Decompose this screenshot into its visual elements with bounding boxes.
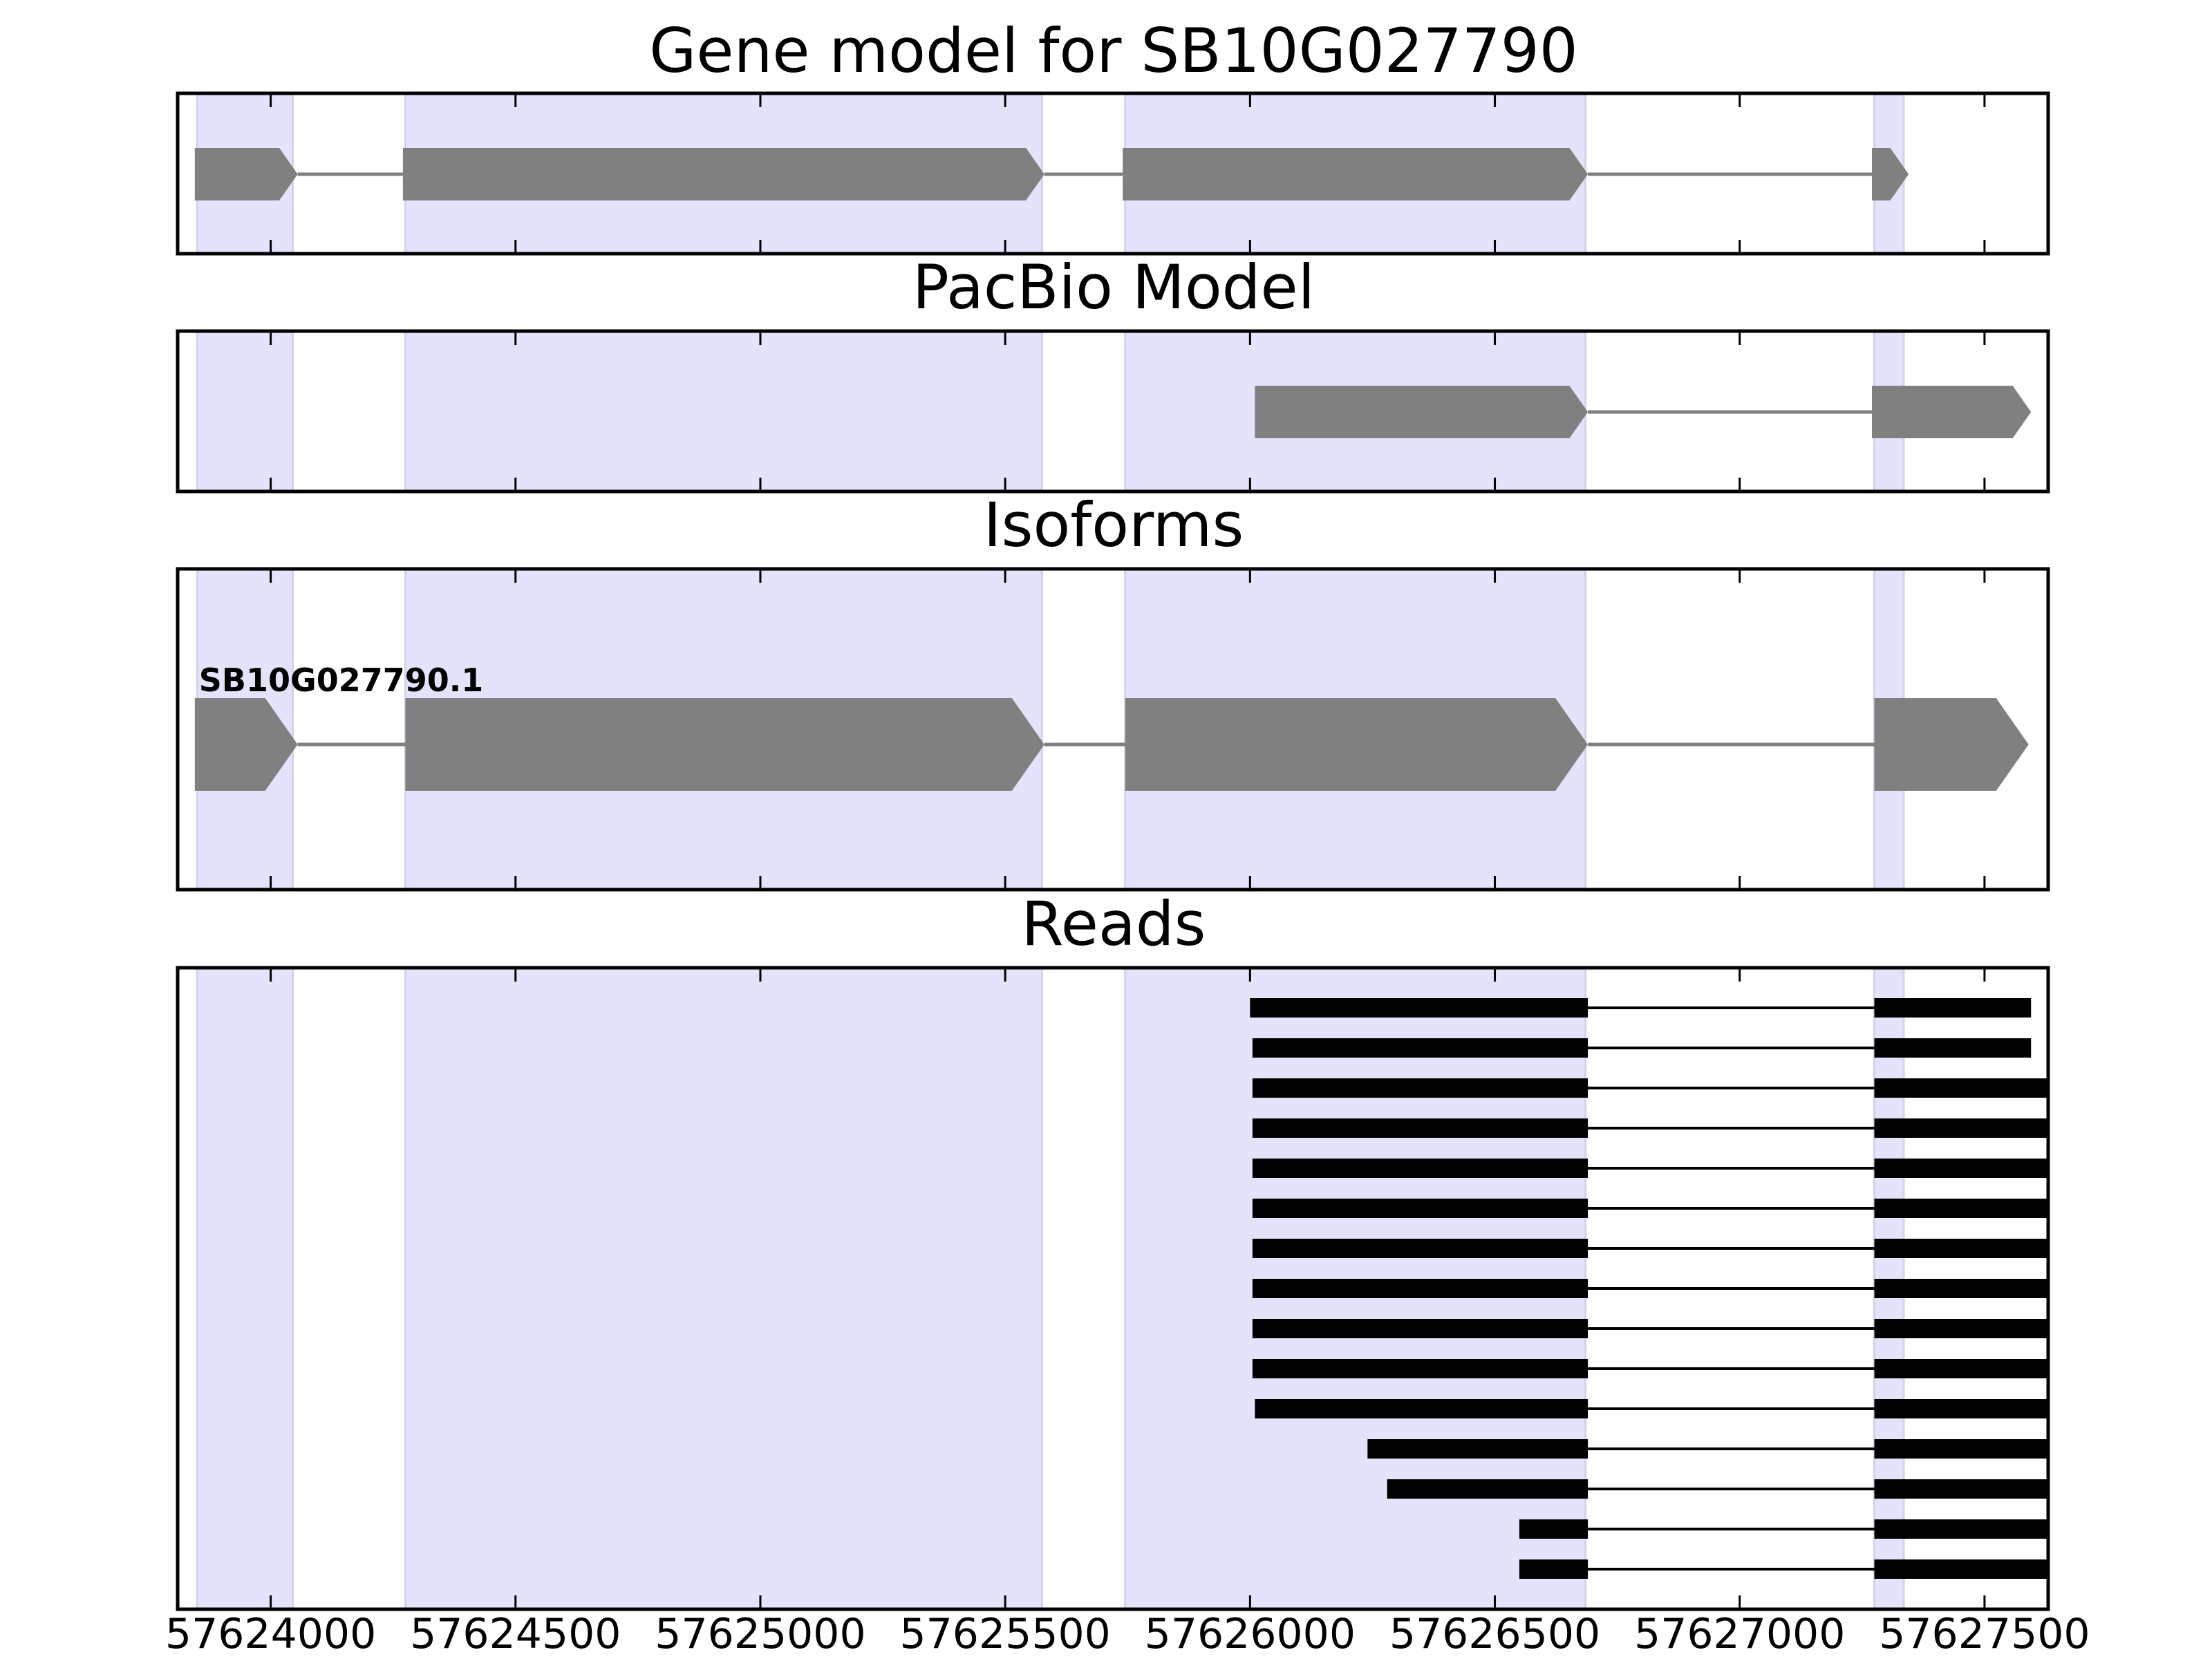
read-exon-block bbox=[1252, 1199, 1588, 1218]
read-exon-block bbox=[1874, 1199, 2048, 1218]
read-track bbox=[1250, 998, 2032, 1018]
read-track bbox=[1252, 1199, 2048, 1218]
read-exon-block bbox=[1874, 1359, 2048, 1378]
exon-block bbox=[1255, 386, 1588, 438]
reads-panel: Reads bbox=[176, 888, 2050, 1611]
read-track bbox=[1252, 1159, 2048, 1178]
read-exon-block bbox=[1252, 1078, 1588, 1098]
read-track bbox=[1252, 1038, 2032, 1058]
pacbio-model-title: PacBio Model bbox=[912, 252, 1315, 323]
read-exon-block bbox=[1874, 1159, 2048, 1178]
isoforms-title: Isoforms bbox=[984, 489, 1244, 561]
read-exon-block bbox=[1252, 1319, 1588, 1338]
gene-model-frame bbox=[176, 91, 2050, 256]
x-tick-label: 57627500 bbox=[1879, 1610, 2090, 1658]
read-exon-block bbox=[1874, 1279, 2048, 1298]
read-exon-block bbox=[1874, 1038, 2032, 1058]
read-exon-block bbox=[1367, 1439, 1588, 1459]
x-tick-label: 57626000 bbox=[1145, 1610, 1356, 1658]
read-exon-block bbox=[1252, 1279, 1588, 1298]
isoforms-plot-area bbox=[194, 569, 2029, 890]
read-track bbox=[1255, 1399, 2048, 1418]
read-exon-block bbox=[1874, 1399, 2048, 1418]
read-track bbox=[1252, 1359, 2048, 1378]
highlight-region bbox=[196, 331, 294, 491]
read-exon-block bbox=[1874, 1439, 2048, 1459]
read-exon-block bbox=[1387, 1479, 1588, 1499]
exon-block bbox=[194, 698, 298, 791]
gene-model-plot-area bbox=[194, 93, 1909, 254]
pacbio-model-plot-area bbox=[196, 331, 2032, 491]
x-tick-label: 57624000 bbox=[165, 1610, 376, 1658]
exon-block bbox=[402, 148, 1044, 200]
x-tick-label: 57627000 bbox=[1634, 1610, 1845, 1658]
read-track bbox=[1252, 1078, 2048, 1098]
isoforms-frame bbox=[176, 567, 2050, 892]
exon-block bbox=[405, 698, 1044, 791]
read-track bbox=[1252, 1239, 2048, 1258]
read-exon-block bbox=[1255, 1399, 1588, 1418]
exon-block bbox=[194, 148, 298, 200]
highlight-region bbox=[196, 968, 294, 1609]
reads-plot-area bbox=[196, 968, 2048, 1609]
read-exon-block bbox=[1874, 1239, 2048, 1258]
highlight-region bbox=[404, 331, 1043, 491]
read-track bbox=[1387, 1479, 2048, 1499]
exon-block bbox=[1874, 698, 2029, 791]
read-track bbox=[1252, 1319, 2048, 1338]
read-exon-block bbox=[1252, 1118, 1588, 1138]
read-track bbox=[1367, 1439, 2048, 1459]
read-exon-block bbox=[1252, 1038, 1588, 1058]
transcript-track bbox=[194, 148, 1909, 200]
read-exon-block bbox=[1874, 1559, 2048, 1579]
read-exon-block bbox=[1874, 1519, 2048, 1539]
read-track bbox=[1519, 1519, 2048, 1539]
read-exon-block bbox=[1874, 1118, 2048, 1138]
read-exon-block bbox=[1252, 1159, 1588, 1178]
reads-frame bbox=[176, 966, 2050, 1611]
read-exon-block bbox=[1252, 1239, 1588, 1258]
x-axis-tick-labels: 57624000 57624500 57625000 57625500 57626000… bbox=[165, 1610, 2090, 1658]
transcript-track bbox=[194, 698, 2029, 791]
exon-block bbox=[1125, 698, 1588, 791]
read-exon-block bbox=[1519, 1559, 1588, 1579]
read-exon-block bbox=[1874, 1479, 2048, 1499]
read-track bbox=[1252, 1279, 2048, 1298]
gene-model-title: Gene model for SB10G027790 bbox=[649, 15, 1578, 86]
highlight-region bbox=[404, 968, 1043, 1609]
gene-model-panel: Gene model for SB10G027790 bbox=[176, 15, 2050, 256]
x-tick-label: 57625500 bbox=[899, 1610, 1110, 1658]
read-track bbox=[1252, 1118, 2048, 1138]
read-track bbox=[1519, 1559, 2048, 1579]
x-tick-label: 57626500 bbox=[1389, 1610, 1600, 1658]
read-exon-block bbox=[1519, 1519, 1588, 1539]
read-exon-block bbox=[1252, 1359, 1588, 1378]
read-exon-block bbox=[1250, 998, 1588, 1018]
read-exon-block bbox=[1874, 1078, 2048, 1098]
isoforms-panel: Isoforms SB10G027790.1 bbox=[176, 489, 2050, 892]
x-tick-label: 57625000 bbox=[655, 1610, 865, 1658]
pacbio-model-panel: PacBio Model bbox=[176, 252, 2050, 494]
read-exon-block bbox=[1874, 1319, 2048, 1338]
x-tick-label: 57624500 bbox=[410, 1610, 621, 1658]
pacbio-model-frame bbox=[176, 329, 2050, 494]
exon-block bbox=[1872, 148, 1909, 200]
exon-block bbox=[1872, 386, 2032, 438]
read-exon-block bbox=[1874, 998, 2032, 1018]
exon-block bbox=[1123, 148, 1588, 200]
transcript-track bbox=[1255, 386, 2032, 438]
reads-title: Reads bbox=[1022, 888, 1206, 959]
isoform-label: SB10G027790.1 bbox=[199, 662, 483, 699]
